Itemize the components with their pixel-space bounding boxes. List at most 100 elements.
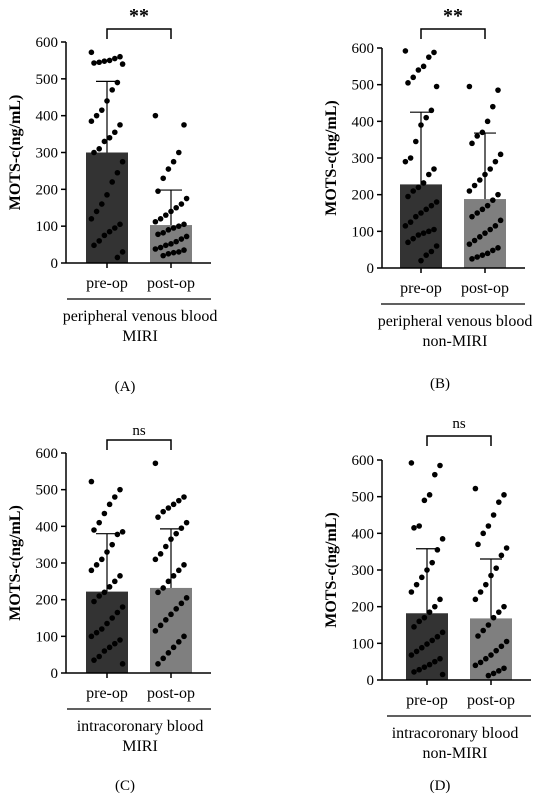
data-point: [101, 58, 108, 64]
data-point: [501, 603, 507, 610]
data-point: [497, 151, 504, 158]
y-tick-label: 200: [36, 182, 59, 198]
panel-d: 0 100 200 300 400 500 600 MOTS-c(ng/mL) pre-op po…: [323, 416, 531, 794]
y-tick-label: 400: [352, 526, 375, 542]
data-point: [176, 567, 182, 574]
y-tick-label: 600: [352, 41, 375, 57]
y-axis-label: MOTS-c(ng/mL): [7, 505, 24, 621]
data-point: [114, 169, 121, 176]
data-point: [479, 206, 486, 213]
category-label-post-op: post-op: [147, 275, 195, 292]
data-point: [165, 650, 172, 656]
data-point: [88, 633, 95, 640]
significance-label: ns: [452, 416, 466, 432]
category-label-pre-op: pre-op: [406, 692, 448, 709]
data-point: [170, 225, 177, 231]
data-point: [176, 223, 182, 229]
data-point: [176, 149, 182, 156]
y-tick-label: 400: [352, 114, 375, 130]
data-point: [437, 655, 443, 662]
data-point: [431, 226, 437, 233]
data-point: [413, 648, 420, 655]
data-point: [485, 523, 492, 529]
data-point: [112, 225, 118, 231]
y-tick-label: 400: [36, 519, 59, 535]
data-point: [411, 624, 417, 630]
group-label: peripheral venous blood: [378, 313, 533, 330]
y-tick-label: 500: [352, 490, 375, 506]
y-axis-label: MOTS-c(ng/mL): [323, 512, 340, 628]
data-point: [433, 199, 440, 205]
data-point: [405, 193, 411, 200]
data-point: [469, 256, 475, 262]
data-point: [117, 637, 123, 643]
data-point: [155, 514, 161, 520]
data-point: [474, 210, 481, 216]
data-point: [471, 237, 478, 244]
y-tick-label: 0: [367, 261, 375, 277]
data-point: [168, 536, 174, 542]
data-point: [178, 525, 185, 531]
data-point: [497, 217, 504, 224]
data-point: [109, 615, 115, 621]
data-point: [155, 589, 161, 596]
data-point: [466, 83, 473, 90]
data-point: [165, 227, 172, 233]
y-tick-label: 400: [36, 109, 59, 125]
data-point: [477, 234, 483, 240]
data-point: [413, 581, 420, 588]
data-point: [418, 122, 424, 128]
data-point: [413, 138, 419, 145]
data-point: [109, 179, 115, 185]
data-point: [426, 492, 433, 498]
y-tick-label: 500: [36, 72, 59, 88]
data-point: [93, 112, 100, 119]
y-tick-label: 600: [352, 453, 375, 469]
data-point: [431, 166, 437, 172]
data-point: [496, 609, 502, 615]
data-point: [170, 249, 177, 256]
data-point: [91, 657, 97, 663]
data-point: [496, 668, 502, 674]
data-point: [407, 155, 414, 161]
data-point: [420, 63, 427, 70]
data-point: [424, 567, 430, 573]
data-point: [155, 231, 161, 238]
data-point: [477, 589, 484, 595]
data-point: [163, 212, 169, 218]
data-point: [418, 210, 424, 216]
data-point: [426, 661, 433, 668]
data-point: [112, 494, 118, 500]
data-point: [181, 633, 187, 640]
data-point: [163, 543, 169, 550]
data-point: [160, 229, 166, 236]
group-label: non-MIRI: [423, 333, 488, 350]
data-point: [479, 129, 486, 136]
panel-label: (D): [430, 778, 451, 794]
data-point: [472, 596, 479, 603]
data-point: [119, 661, 126, 667]
data-point: [432, 471, 438, 478]
data-point: [439, 629, 446, 636]
data-point: [407, 219, 414, 225]
data-point: [501, 665, 507, 672]
data-point: [426, 609, 433, 615]
data-point: [415, 184, 422, 191]
data-point: [405, 80, 411, 86]
data-point: [152, 218, 159, 225]
data-point: [490, 670, 497, 677]
data-point: [112, 640, 118, 647]
data-point: [163, 242, 169, 249]
data-point: [183, 195, 190, 202]
data-point: [104, 98, 110, 104]
group-label: MIRI: [122, 738, 158, 755]
data-point: [492, 223, 499, 229]
data-point: [99, 107, 105, 113]
data-point: [170, 573, 177, 579]
data-point: [168, 208, 174, 215]
data-point: [114, 79, 121, 86]
data-point: [176, 497, 182, 504]
data-point: [176, 249, 182, 255]
data-point: [416, 523, 423, 529]
significance-label: **: [129, 5, 149, 27]
